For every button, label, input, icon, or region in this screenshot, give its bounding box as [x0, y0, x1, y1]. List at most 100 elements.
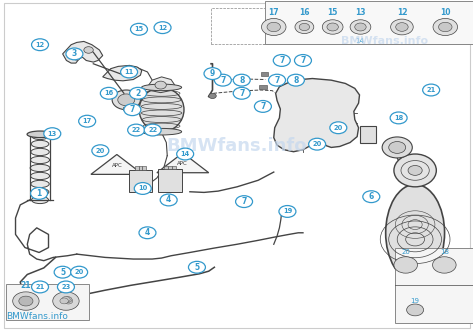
Circle shape: [73, 56, 80, 60]
Text: 1: 1: [36, 189, 42, 198]
Bar: [395, 248, 473, 323]
Ellipse shape: [142, 84, 182, 91]
Ellipse shape: [31, 188, 49, 196]
Text: APC: APC: [177, 161, 188, 166]
Circle shape: [128, 124, 145, 136]
Circle shape: [57, 281, 74, 293]
Circle shape: [124, 104, 141, 116]
Text: 17: 17: [268, 8, 279, 17]
Circle shape: [294, 55, 311, 67]
Ellipse shape: [394, 154, 437, 187]
Polygon shape: [103, 66, 142, 81]
Circle shape: [255, 101, 272, 112]
Ellipse shape: [27, 131, 53, 138]
Text: 10: 10: [138, 185, 147, 191]
Bar: [123, 107, 129, 110]
Circle shape: [330, 122, 347, 134]
Circle shape: [327, 23, 338, 31]
Ellipse shape: [31, 180, 49, 188]
Text: 4: 4: [166, 196, 171, 205]
Circle shape: [382, 137, 412, 158]
Circle shape: [118, 94, 135, 106]
Circle shape: [438, 22, 452, 32]
Text: 5: 5: [194, 263, 200, 272]
Circle shape: [129, 87, 146, 99]
Polygon shape: [157, 153, 209, 173]
Circle shape: [262, 19, 286, 35]
Polygon shape: [274, 78, 359, 152]
Circle shape: [64, 297, 72, 303]
Ellipse shape: [31, 140, 49, 148]
Circle shape: [391, 19, 413, 35]
Circle shape: [350, 20, 371, 34]
Circle shape: [389, 142, 406, 153]
Ellipse shape: [30, 156, 50, 164]
Ellipse shape: [30, 172, 50, 180]
Circle shape: [84, 47, 93, 53]
Circle shape: [64, 298, 73, 304]
Bar: [261, 72, 268, 76]
Text: 21: 21: [36, 284, 45, 290]
Bar: [138, 166, 142, 170]
Bar: [164, 166, 168, 169]
Ellipse shape: [386, 184, 445, 281]
Ellipse shape: [30, 165, 50, 171]
Circle shape: [396, 23, 408, 31]
Circle shape: [155, 81, 166, 89]
Text: 18: 18: [394, 115, 403, 121]
Text: 7: 7: [260, 102, 265, 111]
Circle shape: [299, 24, 310, 30]
Text: 7: 7: [301, 56, 306, 65]
Circle shape: [112, 90, 140, 110]
Ellipse shape: [32, 132, 48, 140]
Circle shape: [236, 196, 253, 208]
Text: 11: 11: [125, 69, 134, 75]
Circle shape: [62, 297, 70, 303]
Circle shape: [214, 74, 231, 86]
Circle shape: [394, 257, 418, 273]
Text: 12: 12: [397, 8, 407, 17]
Bar: [128, 170, 152, 192]
Text: 14: 14: [355, 38, 364, 44]
Text: 23: 23: [61, 281, 71, 290]
Circle shape: [19, 296, 33, 306]
Circle shape: [160, 194, 177, 206]
Bar: [265, 1, 473, 44]
Text: 20: 20: [401, 249, 410, 255]
Circle shape: [363, 191, 380, 203]
Text: 16: 16: [104, 90, 113, 96]
Text: 14: 14: [181, 151, 190, 157]
Circle shape: [233, 87, 250, 99]
Bar: [6, 284, 89, 320]
Circle shape: [204, 68, 221, 79]
Circle shape: [66, 48, 83, 60]
Text: 21: 21: [427, 87, 436, 93]
Bar: [135, 166, 138, 170]
Circle shape: [433, 19, 457, 35]
Ellipse shape: [31, 148, 49, 156]
Text: 20: 20: [74, 269, 84, 275]
Text: APC: APC: [111, 163, 122, 168]
Circle shape: [390, 112, 407, 124]
Circle shape: [322, 20, 343, 34]
Circle shape: [32, 281, 48, 293]
Ellipse shape: [142, 128, 182, 135]
Circle shape: [79, 115, 96, 127]
Text: 12: 12: [158, 24, 167, 31]
Ellipse shape: [32, 196, 48, 204]
Circle shape: [60, 298, 68, 304]
Text: 8: 8: [293, 76, 299, 85]
Text: 2: 2: [136, 89, 141, 98]
Circle shape: [139, 227, 156, 239]
Text: 23: 23: [61, 284, 71, 290]
Text: 5: 5: [60, 268, 65, 277]
Ellipse shape: [139, 87, 184, 132]
Text: 10: 10: [440, 8, 450, 17]
Text: 6: 6: [369, 192, 374, 201]
Circle shape: [408, 166, 422, 175]
Bar: [168, 166, 172, 169]
Circle shape: [309, 138, 326, 150]
Circle shape: [273, 55, 290, 67]
Circle shape: [189, 261, 205, 273]
Bar: [142, 166, 146, 170]
